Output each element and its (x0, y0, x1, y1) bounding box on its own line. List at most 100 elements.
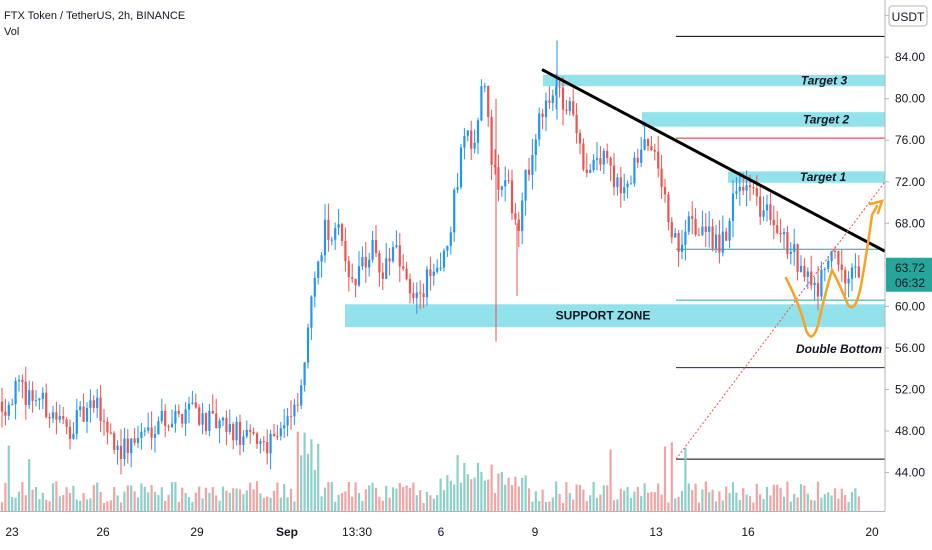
candle-body (799, 265, 803, 272)
volume-bar (813, 500, 816, 511)
candle-body (181, 413, 184, 424)
y-tick-label: 80.00 (895, 92, 925, 106)
volume-bar (402, 486, 405, 511)
volume-bar (412, 482, 415, 511)
volume-bar (619, 488, 622, 511)
volume-bar (351, 496, 354, 511)
double-bottom-arrow (868, 199, 884, 215)
y-tick-label: 48.00 (895, 424, 925, 438)
volume-bar (249, 482, 252, 511)
candle-body (680, 244, 684, 252)
volume-bar (500, 471, 503, 511)
x-tick-label: 13:30 (342, 525, 372, 539)
volume-bar (215, 495, 218, 511)
volume-bar (701, 489, 704, 511)
candle-body (565, 109, 568, 111)
volume-bar (470, 479, 473, 511)
volume-bar (255, 481, 259, 511)
volume-bar (4, 482, 7, 511)
candle-body (578, 133, 582, 144)
horizontal-levels (676, 35, 885, 460)
candle-body (667, 194, 670, 223)
candle-body (85, 407, 89, 422)
candle-body (714, 234, 718, 249)
candle-body (89, 400, 92, 408)
volume-bar (147, 492, 150, 511)
candle-body (259, 441, 262, 444)
candle-body (782, 231, 786, 235)
volume-bar (398, 483, 401, 511)
volume-bar (823, 494, 826, 511)
candle-body (106, 421, 109, 433)
candle-body (810, 271, 813, 286)
volume-bar (143, 486, 146, 511)
volume-bar (510, 485, 514, 511)
candle-body (582, 143, 585, 170)
support-zone (345, 304, 885, 328)
volume-bar (459, 482, 463, 511)
candle-body (803, 265, 806, 277)
volume-bar (371, 482, 374, 511)
y-tick-label: 56.00 (895, 341, 925, 355)
candle-body (412, 293, 415, 298)
volume-bar (816, 481, 820, 511)
candle-body (473, 142, 476, 149)
candle-body (572, 101, 575, 115)
candle-body (21, 379, 24, 383)
volume-bar (718, 491, 721, 511)
candle-body (334, 227, 337, 240)
candle-body (306, 327, 310, 363)
volume-bar (317, 443, 320, 511)
trendline (541, 68, 886, 253)
volume-bar (102, 502, 106, 511)
volume-bar (762, 498, 765, 511)
volume-bar (765, 486, 769, 511)
volume-bar (483, 480, 486, 511)
candle-body (92, 400, 95, 408)
volume-bar (347, 482, 350, 511)
candle-body (75, 410, 78, 434)
volume-bar (395, 488, 398, 511)
candle-body (344, 240, 347, 262)
candle-body (28, 390, 31, 405)
candle-body (147, 427, 150, 431)
volume-bar (446, 475, 449, 511)
candle-body (531, 155, 534, 175)
volume-bar (490, 464, 493, 511)
currency-badge[interactable] (888, 5, 928, 27)
candle-body (160, 411, 163, 422)
volume-bar (119, 502, 123, 511)
volume-bar (650, 492, 653, 511)
candle-body (833, 250, 837, 252)
candle-body (742, 187, 745, 191)
volume-bar (504, 484, 507, 511)
candle-body (113, 432, 116, 450)
volume-bar (296, 431, 299, 511)
target-zone (543, 74, 885, 87)
candle-body (643, 139, 646, 150)
candle-body (34, 400, 38, 402)
candle-body (17, 379, 21, 382)
volume-bar (782, 496, 786, 511)
volume-bar (133, 491, 136, 511)
volume-bar (21, 482, 24, 511)
y-tick-label: 72.00 (895, 175, 925, 189)
volume-bar (344, 491, 347, 511)
candle-body (650, 146, 653, 151)
volume-bar (82, 493, 85, 511)
volume-bar (31, 489, 34, 511)
volume-bar (561, 502, 565, 511)
volume-bar (507, 477, 510, 511)
candle-body (82, 406, 85, 422)
zones (345, 74, 885, 328)
volume-bar (425, 492, 429, 511)
candle-body (796, 244, 799, 272)
volume-bar (466, 474, 469, 511)
candle-body (697, 234, 701, 236)
candle-body (704, 226, 707, 232)
candle-body (262, 441, 265, 443)
candle-body (442, 250, 446, 268)
candle-body (524, 169, 527, 201)
candle-body (534, 139, 537, 156)
